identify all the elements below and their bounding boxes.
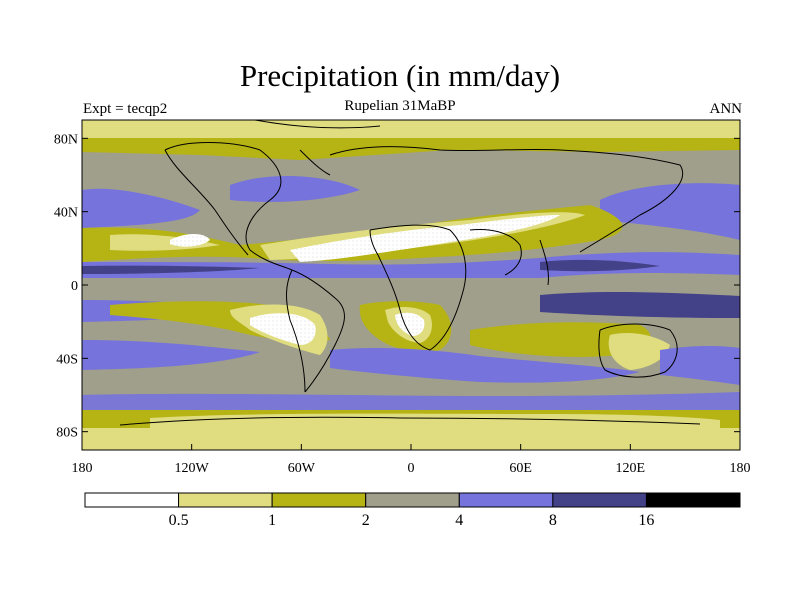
- period-label: ANN: [709, 101, 743, 117]
- y-tick-label: 80S: [56, 426, 78, 441]
- x-tick-label: 60E: [509, 461, 532, 476]
- colorbar-swatch: [645, 492, 741, 508]
- y-tick-label: 40N: [54, 206, 78, 221]
- colorbar-swatch: [178, 492, 273, 508]
- x-tick-label: 180: [72, 461, 93, 476]
- precip-field: [82, 120, 740, 450]
- colorbar: 0.5 1 2 4 8 16: [84, 492, 741, 529]
- colorbar-level-label: 4: [455, 512, 463, 529]
- y-tick-label: 40S: [56, 352, 78, 367]
- chart-subtitle: Rupelian 31MaBP: [344, 98, 456, 114]
- experiment-label: Expt = tecqp2: [83, 101, 168, 117]
- y-axis: 80N 40N 0 40S 80S: [54, 132, 740, 441]
- colorbar-swatch: [365, 492, 460, 508]
- colorbar-swatch: [271, 492, 367, 508]
- colorbar-swatch: [552, 492, 647, 508]
- colorbar-level-label: 8: [549, 512, 557, 529]
- x-tick-label: 180: [730, 461, 751, 476]
- colorbar-swatch: [458, 492, 554, 508]
- y-tick-label: 80N: [54, 132, 78, 147]
- x-tick-label: 60W: [288, 461, 316, 476]
- colorbar-level-label: 2: [362, 512, 370, 529]
- x-tick-label: 120W: [175, 461, 210, 476]
- x-tick-label: 120E: [616, 461, 646, 476]
- y-tick-label: 0: [71, 279, 78, 294]
- chart-title: Precipitation (in mm/day): [239, 58, 561, 93]
- x-axis: 180 120W 60W 0 60E 120E 180: [72, 444, 751, 476]
- colorbar-level-label: 0.5: [169, 512, 189, 529]
- coastlines: [119, 120, 701, 426]
- colorbar-swatch: [84, 492, 180, 508]
- colorbar-level-label: 16: [638, 512, 654, 529]
- x-tick-label: 0: [408, 461, 415, 476]
- colorbar-level-label: 1: [268, 512, 276, 529]
